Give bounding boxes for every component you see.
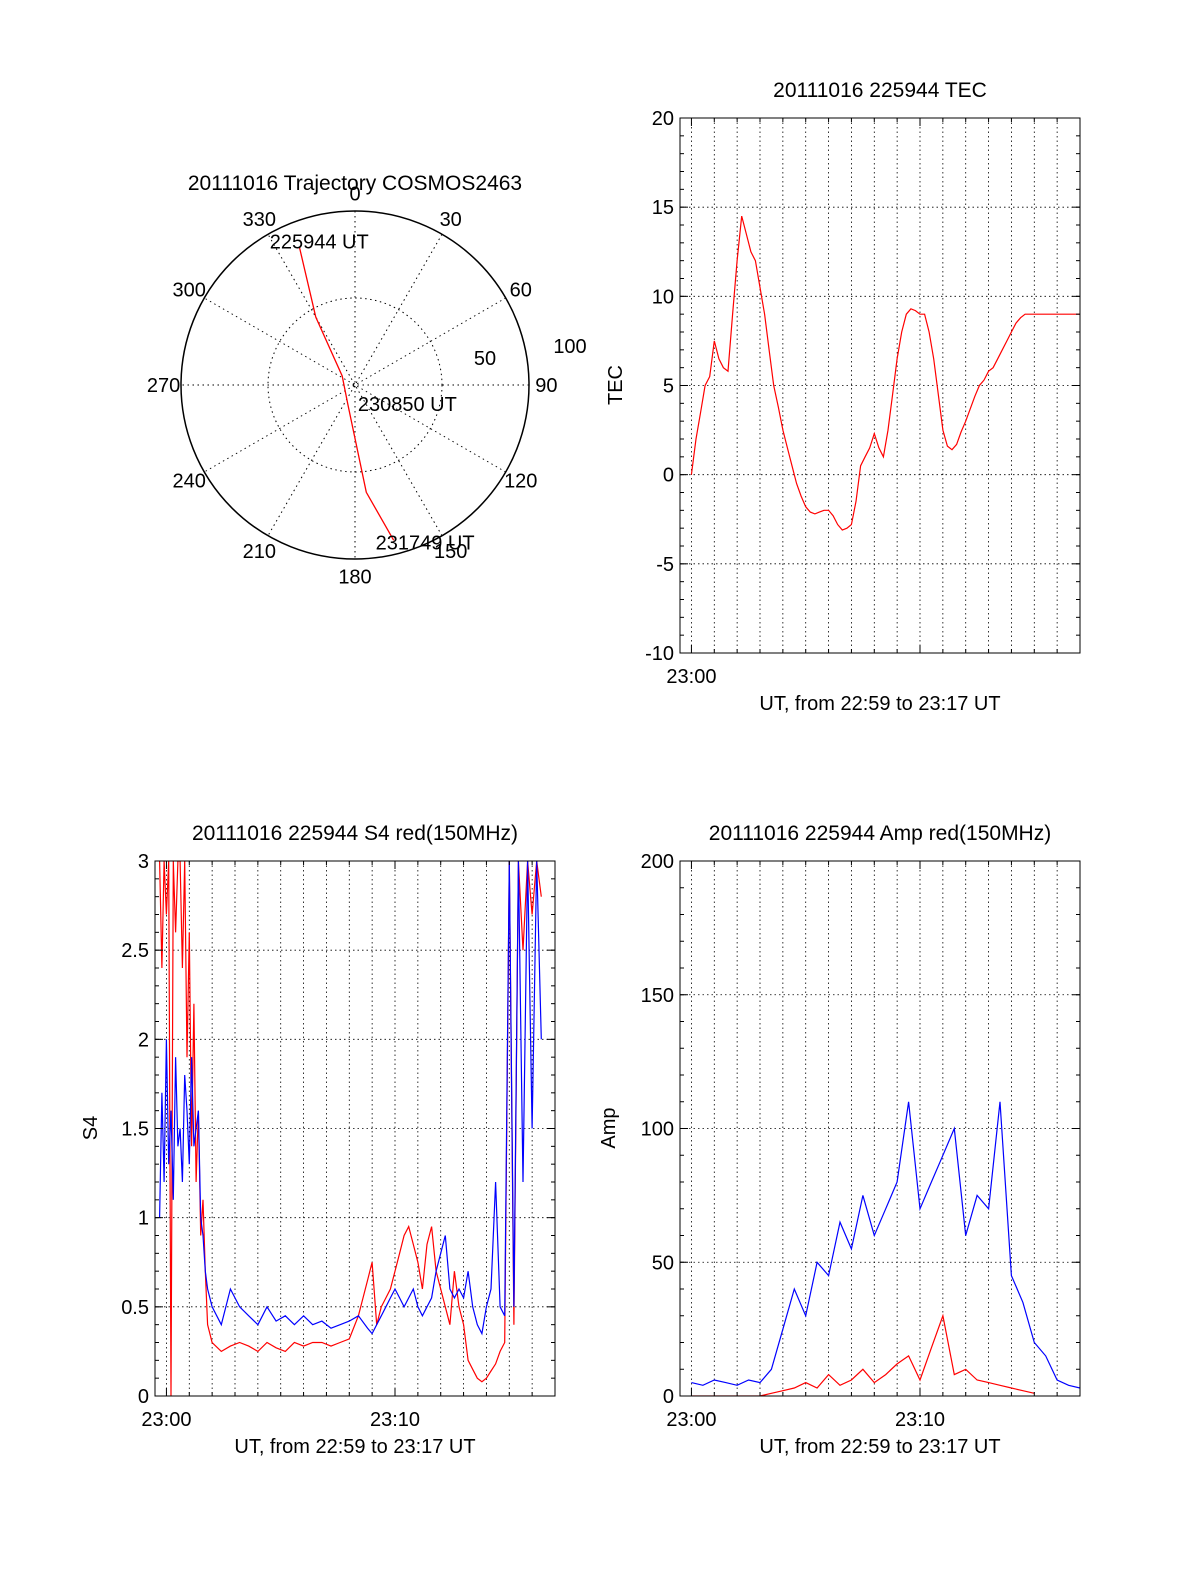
y-tick-label: 10 [652, 286, 674, 308]
polar-annotation: 231749 UT [376, 532, 475, 554]
y-tick-label: 200 [641, 851, 674, 873]
s4-title: 20111016 225944 S4 red(150MHz) [192, 822, 518, 845]
polar-angle-tick: 270 [147, 375, 180, 397]
polar-angle-tick: 120 [504, 471, 537, 493]
polar-angle-tick: 30 [440, 209, 462, 231]
s4-chart: 20111016 225944 S4 red(150MHz) S4 UT, fr… [80, 822, 556, 1458]
x-tick-label: 23:10 [895, 1409, 945, 1431]
s4-ylabel: S4 [80, 1116, 102, 1140]
polar-trajectory-line [298, 247, 395, 541]
polar-trajectory-chart: 20111016 Trajectory COSMOS2463 0 30 60 90 12… [147, 172, 587, 588]
y-tick-label: 5 [663, 376, 674, 398]
y-tick-label: -10 [645, 643, 674, 665]
y-tick-label: 0 [663, 1386, 674, 1408]
polar-angle-tick: 300 [173, 279, 206, 301]
tec-chart: 20111016 225944 TEC TEC UT, from 22:59 t… [605, 79, 1081, 715]
y-tick-label: 0 [138, 1386, 149, 1408]
polar-radial-tick: 50 [474, 348, 496, 370]
series-line [690, 215, 1080, 531]
y-tick-label: 150 [641, 985, 674, 1007]
tec-title: 20111016 225944 TEC [773, 79, 987, 102]
y-tick-label: 15 [652, 197, 674, 219]
polar-angle-tick: 180 [338, 566, 371, 588]
amp-chart: 20111016 225944 Amp red(150MHz) Amp UT, … [598, 822, 1081, 1458]
amp-title: 20111016 225944 Amp red(150MHz) [709, 822, 1051, 845]
y-tick-label: 2 [138, 1029, 149, 1051]
tec-xlabel: UT, from 22:59 to 23:17 UT [759, 693, 1000, 715]
polar-radial-tick: 100 [553, 336, 586, 358]
series-line [159, 861, 542, 1336]
tec-ylabel: TEC [605, 365, 627, 405]
y-tick-label: 20 [652, 108, 674, 130]
polar-angle-tick: 240 [173, 471, 206, 493]
y-tick-label: 2.5 [121, 940, 149, 962]
y-tick-label: 1 [138, 1208, 149, 1230]
series-line [691, 1101, 1080, 1389]
polar-inner-ring [267, 297, 443, 473]
polar-angle-tick: 150 [434, 541, 467, 563]
polar-angle-ticks: 0 30 60 90 120 150 180 210 240 270 300 330 [147, 184, 558, 589]
polar-annotation: 225944 UT [270, 231, 369, 253]
polar-title: 20111016 Trajectory COSMOS2463 [188, 172, 522, 195]
series-line [691, 1313, 1035, 1396]
y-tick-label: -5 [656, 554, 674, 576]
x-tick-label: 23:10 [370, 1409, 420, 1431]
y-tick-label: 100 [641, 1119, 674, 1141]
polar-angle-tick: 330 [243, 209, 276, 231]
polar-angle-tick: 60 [510, 279, 532, 301]
polar-series [298, 247, 395, 541]
series-line [159, 861, 542, 1396]
x-tick-label: 23:00 [666, 1409, 716, 1431]
y-tick-label: 50 [652, 1252, 674, 1274]
amp-xlabel: UT, from 22:59 to 23:17 UT [759, 1436, 1000, 1458]
polar-spoke [267, 234, 443, 536]
y-tick-label: 0.5 [121, 1297, 149, 1319]
polar-angle-tick: 90 [535, 375, 557, 397]
polar-radial-ticks: 50 100 [474, 336, 587, 370]
polar-grid [180, 210, 530, 560]
polar-annotation: 230850 UT [358, 394, 457, 416]
y-tick-label: 0 [663, 465, 674, 487]
polar-angle-tick: 0 [349, 184, 360, 206]
polar-spoke [267, 234, 443, 536]
amp-ylabel: Amp [598, 1107, 620, 1148]
x-tick-label: 23:00 [141, 1409, 191, 1431]
polar-angle-tick: 210 [243, 541, 276, 563]
s4-xlabel: UT, from 22:59 to 23:17 UT [234, 1436, 475, 1458]
y-tick-label: 3 [138, 851, 149, 873]
polar-annotations: 225944 UT 230850 UT 231749 UT [270, 231, 475, 554]
x-tick-label: 23:00 [666, 666, 716, 688]
y-tick-label: 1.5 [121, 1119, 149, 1141]
